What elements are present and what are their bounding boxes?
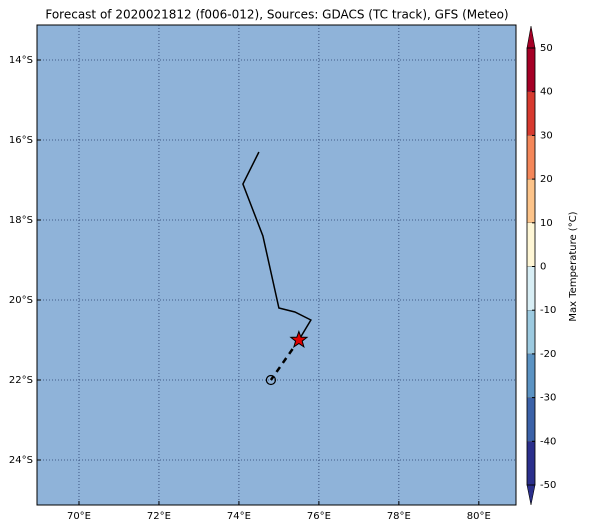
forecast-position [265,374,277,386]
x-tick-label: 76°E [307,511,331,522]
colorbar-tick-label: -10 [540,305,556,316]
x-tick-label: 70°E [67,511,91,522]
colorbar-label: Max Temperature (°C) [568,211,579,321]
colorbar-tick-label: -30 [540,393,556,404]
y-tick-label: 18°S [9,215,33,226]
colorbar-band [526,397,536,442]
colorbar-extend-top [526,25,536,49]
y-tick-label: 22°S [9,375,33,386]
x-tick-label: 80°E [467,511,491,522]
x-tick-label: 74°E [227,511,251,522]
colorbar-tick-label: 20 [540,174,553,185]
colorbar-tick-label: -40 [540,436,556,447]
x-tick-label: 78°E [387,511,411,522]
current-position [289,330,309,349]
colorbar-tick-label: -20 [540,349,556,360]
colorbar-tick-label: 10 [540,218,553,229]
x-tick-label: 72°E [147,511,171,522]
colorbar-tick-label: 0 [540,262,546,273]
colorbar-band [526,441,536,486]
colorbar-tick-label: 50 [540,43,553,54]
y-tick-label: 20°S [9,295,33,306]
map-area [37,25,516,505]
colorbar-tick-label: 40 [540,87,553,98]
track-line [242,151,312,341]
colorbar-band [526,310,536,355]
colorbar-tick-label: 30 [540,130,553,141]
colorbar-band [526,47,536,92]
y-tick-label: 14°S [9,55,33,66]
map-frame [36,24,517,506]
colorbar-band [526,178,536,223]
chart-title: Forecast of 2020021812 (f006-012), Sourc… [45,8,508,22]
y-tick-label: 24°S [9,455,33,466]
y-tick-label: 16°S [9,135,33,146]
colorbar-band [526,91,536,136]
colorbar-band [526,135,536,180]
colorbar-band [526,353,536,398]
colorbar-band [526,222,536,267]
colorbar-band [526,266,536,311]
colorbar-tick-label: -50 [540,480,556,491]
colorbar-extend-bottom [526,484,536,506]
forecast-line [269,339,300,381]
